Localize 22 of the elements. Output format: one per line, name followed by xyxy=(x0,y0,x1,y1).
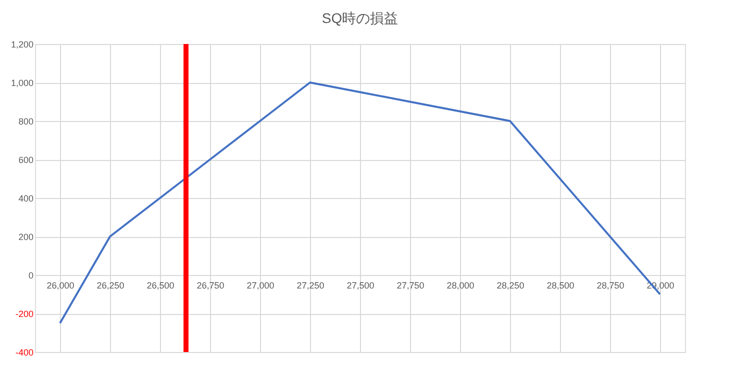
y-tick-label: 400 xyxy=(18,194,34,204)
y-tick-label: 0 xyxy=(28,270,34,280)
x-tick-label: 26,500 xyxy=(146,280,174,290)
y-tick-label: -400 xyxy=(15,348,34,358)
x-tick-label: 27,000 xyxy=(246,280,274,290)
x-tick-label: 28,250 xyxy=(496,280,524,290)
x-tick-label: 28,000 xyxy=(446,280,474,290)
x-tick-label: 27,250 xyxy=(296,280,324,290)
x-tick-label: 28,750 xyxy=(596,280,624,290)
y-tick-label: 1,000 xyxy=(10,78,34,88)
chart-title: SQ時の損益 xyxy=(322,10,398,26)
y-tick-label: 800 xyxy=(18,116,34,126)
x-tick-label: 27,750 xyxy=(396,280,424,290)
x-tick-label: 26,750 xyxy=(196,280,224,290)
y-tick-label: 200 xyxy=(18,232,34,242)
x-tick-label: 27,500 xyxy=(346,280,374,290)
y-tick-label: 600 xyxy=(18,155,34,165)
y-tick-label: -200 xyxy=(15,309,34,319)
x-tick-label: 28,500 xyxy=(546,280,574,290)
x-tick-label: 26,250 xyxy=(96,280,124,290)
y-tick-label: 1,200 xyxy=(10,40,34,50)
x-tick-label: 26,000 xyxy=(46,280,74,290)
